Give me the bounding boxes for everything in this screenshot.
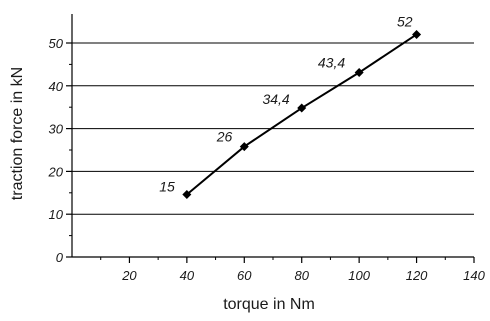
data-point [297, 103, 307, 113]
y-tick-label: 30 [49, 122, 64, 137]
y-tick-label: 40 [49, 79, 64, 94]
data-label: 26 [216, 129, 233, 145]
data-label: 15 [159, 179, 175, 195]
data-point [354, 68, 364, 78]
x-tick-label: 60 [237, 268, 252, 283]
x-tick-label: 100 [348, 268, 370, 283]
y-tick-label: 10 [49, 207, 64, 222]
x-tick-label: 120 [406, 268, 428, 283]
data-label: 52 [397, 13, 413, 29]
data-labels: 15 26 34,4 43,4 52 [159, 13, 413, 194]
tick-marks [66, 42, 475, 263]
x-tick-label: 40 [180, 268, 195, 283]
y-tick-label: 0 [56, 250, 64, 265]
series-line [186, 33, 418, 196]
grid-lines [72, 42, 474, 215]
data-point [412, 29, 422, 39]
data-markers [182, 29, 422, 200]
data-label: 34,4 [262, 91, 289, 107]
y-tick-label: 20 [48, 164, 64, 179]
x-axis-title: torque in Nm [223, 296, 315, 313]
y-axis-title: traction force in kN [9, 67, 26, 200]
x-tick-label: 20 [121, 268, 137, 283]
data-point [239, 142, 249, 152]
series-lines [186, 33, 418, 196]
tick-labels: 0 10 20 30 40 50 20 40 60 80 100 120 140 [48, 36, 486, 283]
y-tick-label: 50 [49, 36, 64, 51]
data-point [182, 190, 192, 200]
axes [71, 14, 474, 258]
x-tick-label: 80 [294, 268, 309, 283]
x-tick-label: 140 [463, 268, 485, 283]
data-label: 43,4 [318, 55, 345, 71]
